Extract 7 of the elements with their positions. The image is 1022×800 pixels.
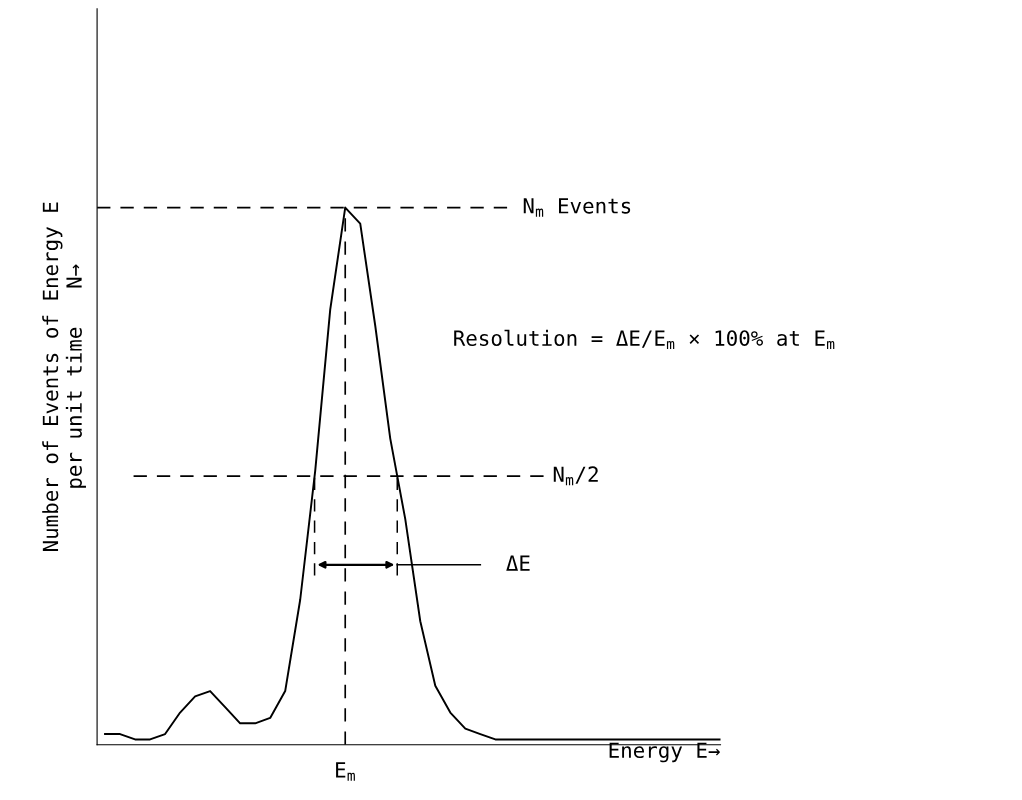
text: E$_{m}$ bbox=[336, 762, 355, 781]
annotation: N$_{m}$/2 bbox=[553, 466, 598, 486]
y-axis-title: Number of Events of Energy E per unit time N→ bbox=[42, 202, 86, 551]
annotation: Resolution = ΔE/E$_{m}$ × 100% at E$_{m}$ bbox=[454, 329, 835, 350]
annotation: N$_{m}$ Events bbox=[523, 198, 631, 217]
x-axis-title: Energy E→ bbox=[609, 742, 720, 763]
annotation: ΔE bbox=[506, 555, 530, 571]
